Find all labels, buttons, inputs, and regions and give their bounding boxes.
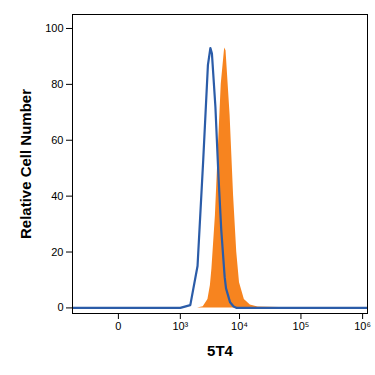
svg-text:Relative Cell Number: Relative Cell Number: [17, 89, 34, 239]
svg-text:5T4: 5T4: [207, 342, 234, 359]
svg-text:20: 20: [51, 246, 63, 258]
svg-text:80: 80: [51, 78, 63, 90]
svg-text:10⁶: 10⁶: [354, 320, 371, 332]
svg-text:0: 0: [115, 320, 121, 332]
svg-text:100: 100: [45, 22, 63, 34]
svg-text:10⁴: 10⁴: [231, 320, 248, 332]
svg-text:40: 40: [51, 190, 63, 202]
svg-text:60: 60: [51, 134, 63, 146]
svg-text:0: 0: [57, 301, 63, 313]
svg-text:10³: 10³: [172, 320, 188, 332]
svg-text:10⁵: 10⁵: [293, 320, 310, 332]
